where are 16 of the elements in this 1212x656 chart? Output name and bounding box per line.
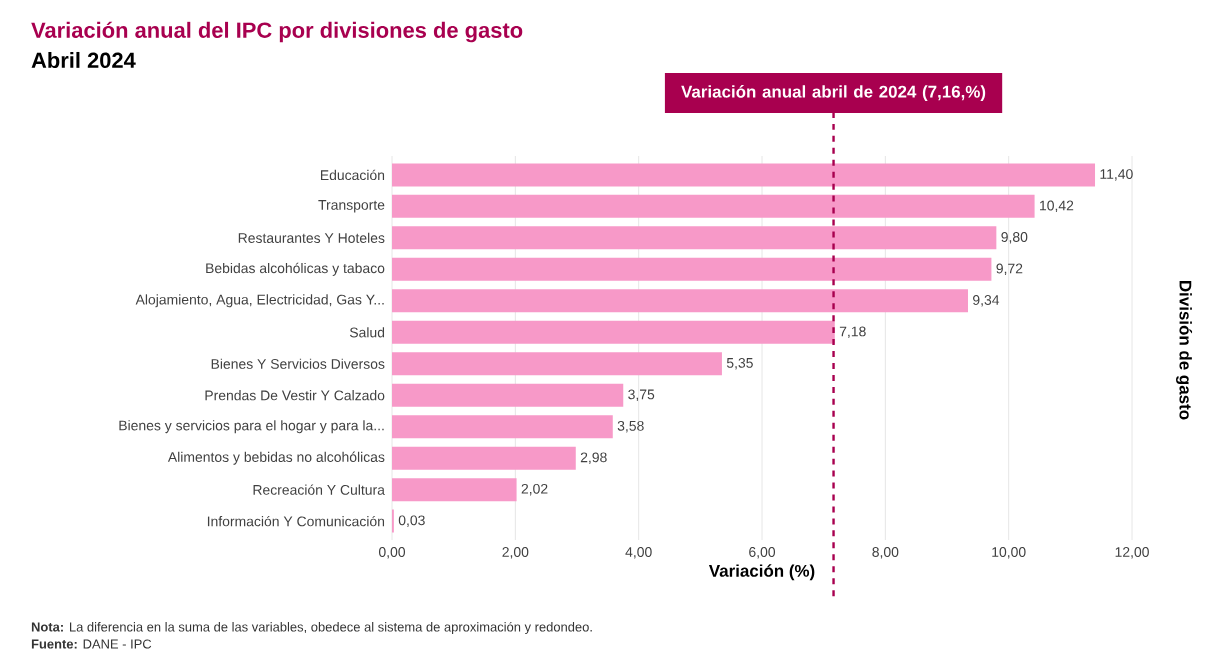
bar bbox=[392, 478, 517, 502]
bar bbox=[392, 446, 576, 470]
x-axis-title: Variación (%) bbox=[708, 564, 815, 581]
bar bbox=[392, 320, 835, 344]
bar bbox=[392, 257, 992, 281]
bar bbox=[392, 194, 1035, 218]
bar bbox=[392, 289, 968, 313]
bar bbox=[392, 415, 613, 439]
chart-title: Variación anual del IPC por divisiones de gasto bbox=[31, 21, 523, 43]
bar bbox=[392, 163, 1096, 187]
bar bbox=[392, 352, 722, 376]
ref-line-label: Variación anual abril de 2024 (7,16,%) bbox=[681, 85, 986, 101]
bar bbox=[392, 383, 624, 407]
y-axis-title: División de gasto bbox=[1176, 281, 1193, 420]
text: Abril 2024 bbox=[31, 51, 136, 69]
bar bbox=[392, 226, 997, 250]
